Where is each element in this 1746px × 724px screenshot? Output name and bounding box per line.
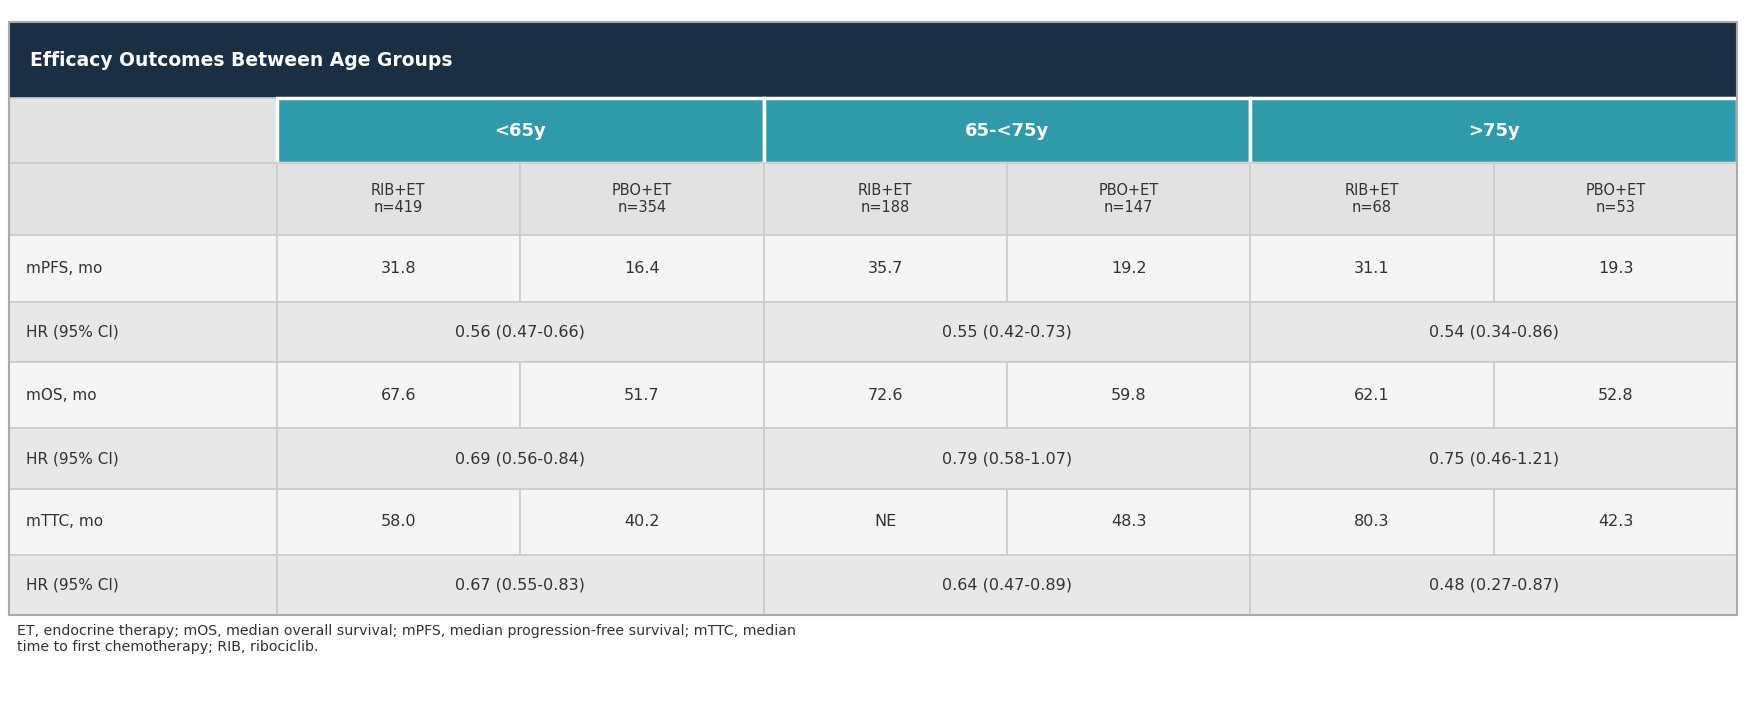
- Text: PBO+ET
n=53: PBO+ET n=53: [1585, 183, 1646, 215]
- FancyBboxPatch shape: [1495, 235, 1737, 302]
- FancyBboxPatch shape: [763, 362, 1007, 429]
- FancyBboxPatch shape: [1495, 163, 1737, 235]
- FancyBboxPatch shape: [1007, 489, 1250, 555]
- Text: 0.54 (0.34-0.86): 0.54 (0.34-0.86): [1428, 324, 1559, 340]
- FancyBboxPatch shape: [9, 429, 276, 489]
- FancyBboxPatch shape: [9, 362, 276, 429]
- FancyBboxPatch shape: [1250, 429, 1737, 489]
- Text: 40.2: 40.2: [623, 514, 660, 529]
- FancyBboxPatch shape: [763, 163, 1007, 235]
- Text: mOS, mo: mOS, mo: [26, 387, 96, 403]
- Text: 35.7: 35.7: [868, 261, 903, 276]
- Text: RIB+ET
n=68: RIB+ET n=68: [1344, 183, 1399, 215]
- FancyBboxPatch shape: [9, 555, 276, 615]
- Text: RIB+ET
n=419: RIB+ET n=419: [372, 183, 426, 215]
- Text: 31.8: 31.8: [381, 261, 416, 276]
- Text: HR (95% CI): HR (95% CI): [26, 578, 119, 593]
- Text: 0.67 (0.55-0.83): 0.67 (0.55-0.83): [456, 578, 585, 593]
- Text: 0.48 (0.27-0.87): 0.48 (0.27-0.87): [1428, 578, 1559, 593]
- FancyBboxPatch shape: [1250, 489, 1495, 555]
- FancyBboxPatch shape: [1250, 98, 1737, 163]
- Text: 51.7: 51.7: [623, 387, 660, 403]
- FancyBboxPatch shape: [276, 302, 763, 362]
- FancyBboxPatch shape: [763, 302, 1250, 362]
- Text: 62.1: 62.1: [1355, 387, 1390, 403]
- Text: mTTC, mo: mTTC, mo: [26, 514, 103, 529]
- Text: ET, endocrine therapy; mOS, median overall survival; mPFS, median progression-fr: ET, endocrine therapy; mOS, median overa…: [17, 624, 796, 654]
- Text: <65y: <65y: [494, 122, 546, 140]
- Text: NE: NE: [875, 514, 896, 529]
- Text: mPFS, mo: mPFS, mo: [26, 261, 103, 276]
- Text: PBO+ET
n=354: PBO+ET n=354: [611, 183, 672, 215]
- FancyBboxPatch shape: [276, 235, 520, 302]
- FancyBboxPatch shape: [276, 555, 763, 615]
- Text: RIB+ET
n=188: RIB+ET n=188: [857, 183, 913, 215]
- Text: 58.0: 58.0: [381, 514, 416, 529]
- FancyBboxPatch shape: [1250, 362, 1495, 429]
- FancyBboxPatch shape: [520, 489, 763, 555]
- FancyBboxPatch shape: [276, 362, 520, 429]
- FancyBboxPatch shape: [9, 98, 276, 163]
- FancyBboxPatch shape: [276, 163, 520, 235]
- Text: Efficacy Outcomes Between Age Groups: Efficacy Outcomes Between Age Groups: [30, 51, 452, 70]
- FancyBboxPatch shape: [1007, 362, 1250, 429]
- FancyBboxPatch shape: [1007, 163, 1250, 235]
- FancyBboxPatch shape: [763, 429, 1250, 489]
- FancyBboxPatch shape: [1250, 163, 1495, 235]
- Text: >75y: >75y: [1468, 122, 1519, 140]
- Text: 80.3: 80.3: [1355, 514, 1390, 529]
- FancyBboxPatch shape: [763, 98, 1250, 163]
- Text: 0.56 (0.47-0.66): 0.56 (0.47-0.66): [456, 324, 585, 340]
- Text: 48.3: 48.3: [1110, 514, 1147, 529]
- Text: HR (95% CI): HR (95% CI): [26, 451, 119, 466]
- Text: 59.8: 59.8: [1110, 387, 1147, 403]
- FancyBboxPatch shape: [520, 235, 763, 302]
- FancyBboxPatch shape: [1250, 235, 1495, 302]
- FancyBboxPatch shape: [520, 362, 763, 429]
- Text: HR (95% CI): HR (95% CI): [26, 324, 119, 340]
- FancyBboxPatch shape: [1250, 302, 1737, 362]
- FancyBboxPatch shape: [276, 98, 763, 163]
- Text: 52.8: 52.8: [1598, 387, 1633, 403]
- FancyBboxPatch shape: [520, 163, 763, 235]
- FancyBboxPatch shape: [9, 22, 1737, 98]
- Text: 31.1: 31.1: [1355, 261, 1390, 276]
- FancyBboxPatch shape: [1495, 362, 1737, 429]
- Text: 67.6: 67.6: [381, 387, 416, 403]
- Text: 0.75 (0.46-1.21): 0.75 (0.46-1.21): [1428, 451, 1559, 466]
- Text: 0.69 (0.56-0.84): 0.69 (0.56-0.84): [456, 451, 585, 466]
- FancyBboxPatch shape: [763, 555, 1250, 615]
- Text: 72.6: 72.6: [868, 387, 903, 403]
- Text: 0.55 (0.42-0.73): 0.55 (0.42-0.73): [943, 324, 1072, 340]
- FancyBboxPatch shape: [9, 302, 276, 362]
- FancyBboxPatch shape: [1495, 489, 1737, 555]
- FancyBboxPatch shape: [9, 235, 276, 302]
- FancyBboxPatch shape: [276, 489, 520, 555]
- FancyBboxPatch shape: [1250, 555, 1737, 615]
- FancyBboxPatch shape: [9, 489, 276, 555]
- FancyBboxPatch shape: [9, 163, 276, 235]
- Text: 19.2: 19.2: [1110, 261, 1147, 276]
- Text: 19.3: 19.3: [1598, 261, 1633, 276]
- FancyBboxPatch shape: [1007, 235, 1250, 302]
- Text: 0.64 (0.47-0.89): 0.64 (0.47-0.89): [941, 578, 1072, 593]
- Text: 16.4: 16.4: [623, 261, 660, 276]
- Text: 42.3: 42.3: [1598, 514, 1633, 529]
- Text: PBO+ET
n=147: PBO+ET n=147: [1098, 183, 1159, 215]
- FancyBboxPatch shape: [276, 429, 763, 489]
- Text: 0.79 (0.58-1.07): 0.79 (0.58-1.07): [941, 451, 1072, 466]
- FancyBboxPatch shape: [763, 235, 1007, 302]
- FancyBboxPatch shape: [763, 489, 1007, 555]
- Text: 65-<75y: 65-<75y: [966, 122, 1049, 140]
